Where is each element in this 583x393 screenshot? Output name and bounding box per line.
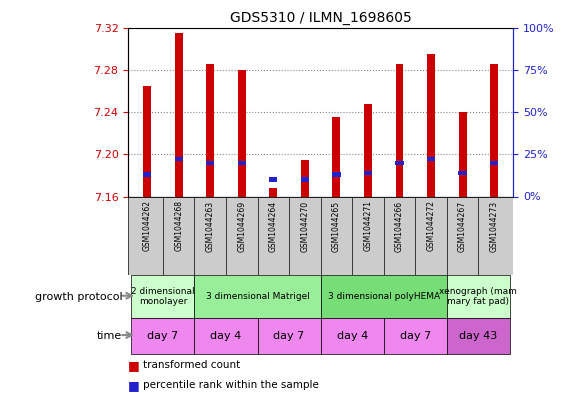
Text: GSM1044264: GSM1044264 (269, 200, 278, 252)
Text: GSM1044272: GSM1044272 (427, 200, 436, 252)
Bar (332, 173, 340, 176)
Text: day 4: day 4 (336, 331, 368, 341)
Bar (195, 318, 258, 354)
Bar (364, 171, 372, 175)
Bar (427, 157, 435, 162)
Bar (269, 188, 278, 196)
Title: GDS5310 / ILMN_1698605: GDS5310 / ILMN_1698605 (230, 11, 412, 25)
Text: GSM1044263: GSM1044263 (206, 200, 215, 252)
Text: 3 dimensional Matrigel: 3 dimensional Matrigel (206, 292, 310, 301)
Text: xenograph (mam
mary fat pad): xenograph (mam mary fat pad) (440, 287, 517, 307)
Bar (258, 318, 321, 354)
Text: day 7: day 7 (147, 331, 178, 341)
Bar (301, 160, 309, 196)
Bar (269, 178, 278, 182)
Text: ■: ■ (128, 359, 140, 372)
Text: day 43: day 43 (459, 331, 497, 341)
Text: time: time (97, 331, 122, 341)
Bar (364, 104, 372, 196)
Text: GSM1044268: GSM1044268 (174, 200, 183, 252)
Text: percentile rank within the sample: percentile rank within the sample (143, 380, 319, 390)
Text: transformed count: transformed count (143, 360, 240, 371)
Bar (131, 318, 195, 354)
Bar (447, 318, 510, 354)
Bar (395, 64, 403, 196)
Text: day 7: day 7 (273, 331, 305, 341)
Text: GSM1044262: GSM1044262 (143, 200, 152, 252)
Text: ■: ■ (128, 378, 140, 392)
Text: 3 dimensional polyHEMA: 3 dimensional polyHEMA (328, 292, 440, 301)
Bar (395, 161, 403, 165)
Bar (458, 171, 467, 175)
Bar (174, 157, 183, 162)
Bar (238, 161, 246, 165)
Bar (143, 173, 152, 176)
Bar (459, 112, 466, 196)
Bar (195, 275, 321, 318)
Text: GSM1044270: GSM1044270 (300, 200, 310, 252)
Text: GSM1044266: GSM1044266 (395, 200, 404, 252)
Bar (143, 86, 151, 196)
Bar (447, 275, 510, 318)
Bar (427, 54, 435, 196)
Text: day 4: day 4 (210, 331, 242, 341)
Text: 2 dimensional
monolayer: 2 dimensional monolayer (131, 287, 195, 307)
Bar (206, 161, 215, 165)
Bar (131, 275, 195, 318)
Bar (490, 161, 498, 165)
Text: GSM1044265: GSM1044265 (332, 200, 341, 252)
Text: growth protocol: growth protocol (35, 292, 122, 302)
Bar (490, 64, 498, 196)
Text: day 7: day 7 (399, 331, 431, 341)
Bar (301, 178, 309, 182)
Bar (321, 318, 384, 354)
Bar (321, 275, 447, 318)
Text: GSM1044271: GSM1044271 (363, 200, 373, 252)
Text: GSM1044273: GSM1044273 (490, 200, 498, 252)
Bar (175, 33, 182, 196)
Bar (384, 318, 447, 354)
Bar (238, 70, 246, 196)
Text: GSM1044267: GSM1044267 (458, 200, 467, 252)
Text: GSM1044269: GSM1044269 (237, 200, 246, 252)
Bar (128, 196, 513, 275)
Bar (332, 117, 340, 196)
Bar (206, 64, 214, 196)
